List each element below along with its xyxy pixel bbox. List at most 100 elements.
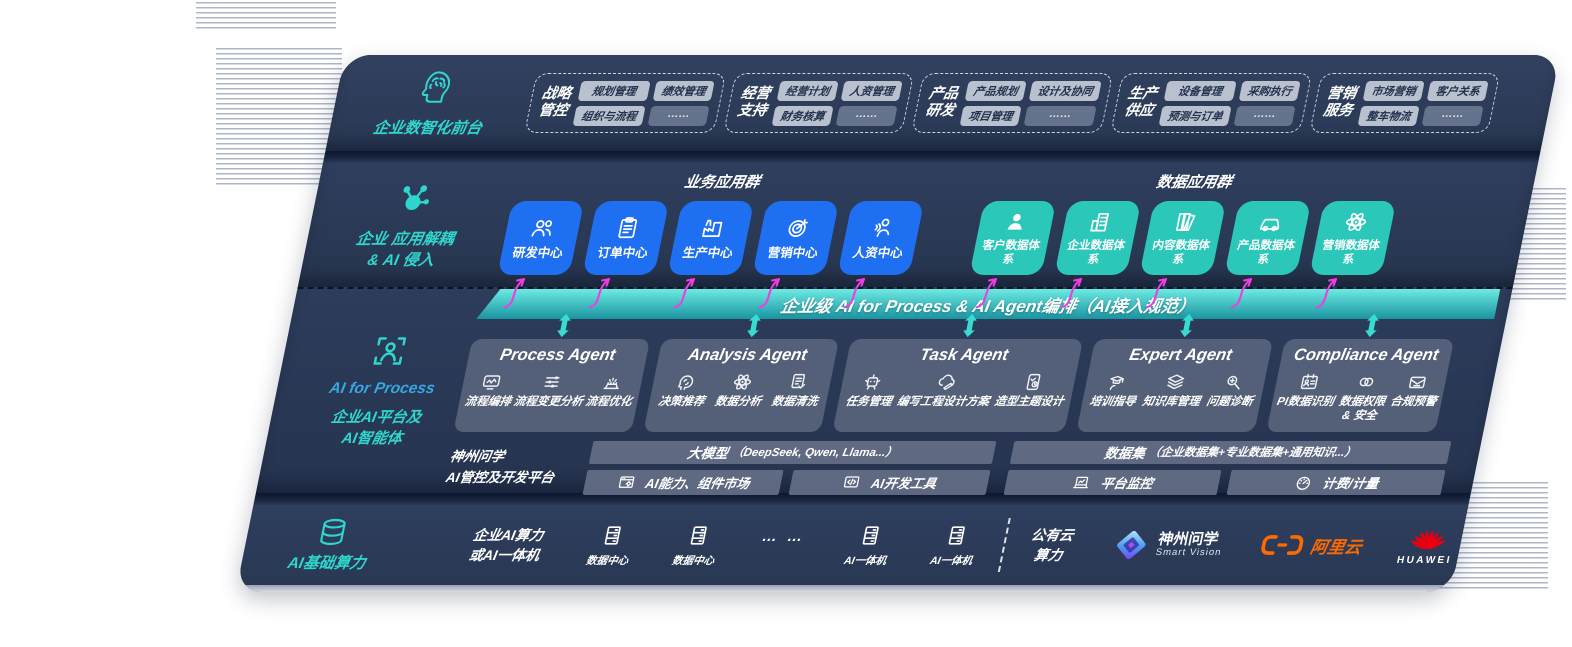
dataset-group-header: 数据集 （企业数据集+专业数据集+通用知识...） bbox=[1009, 440, 1452, 464]
agent-item: 流程变更分析 bbox=[512, 371, 589, 410]
agent-item-label: 造型主题设计 bbox=[993, 396, 1065, 408]
vendor-aliyun: 阿里云 bbox=[1258, 533, 1364, 558]
app-box-label: 订单中心 bbox=[596, 246, 650, 261]
molecule-icon bbox=[402, 185, 429, 211]
platform-label-line1: 神州问学 bbox=[448, 448, 506, 464]
front-office-group-title: 生产 供应 bbox=[1122, 85, 1159, 119]
front-office-pill: 项目管理 bbox=[959, 105, 1022, 126]
front-office-pills: 产品规划 设计及协同 项目管理…… bbox=[959, 80, 1102, 126]
public-cloud-label: 公有云 算力 bbox=[1025, 525, 1075, 566]
front-office-pill: 设计及协同 bbox=[1028, 80, 1102, 101]
front-office-pill: …… bbox=[1233, 105, 1296, 126]
agent-item: 合规预警 bbox=[1389, 371, 1443, 410]
agent-title: Process Agent bbox=[498, 346, 618, 364]
infra-node-label: AI一体机 bbox=[842, 554, 888, 567]
model-group-note: （DeepSeek, Qwen, Llama...） bbox=[730, 447, 899, 460]
server-icon bbox=[948, 525, 965, 545]
cloud-edit-icon bbox=[938, 374, 955, 391]
agent-items: 决策推荐 数据分析 数据清洗 bbox=[653, 371, 829, 410]
app-box: 生产中心 bbox=[667, 201, 755, 309]
smart-vision-logo-icon bbox=[1117, 530, 1146, 560]
front-office-pills: 经营计划 人资管理 财务核算…… bbox=[771, 80, 903, 126]
agent-title: Analysis Agent bbox=[686, 346, 809, 364]
front-office-group: 产品 研发 产品规划 设计及协同 项目管理…… bbox=[911, 73, 1114, 133]
server-icon bbox=[604, 525, 621, 545]
front-office-pill: 预测与订单 bbox=[1158, 105, 1232, 126]
front-office-pill: 规划管理 bbox=[577, 80, 651, 101]
infra-node-label: AI一体机 bbox=[928, 554, 974, 567]
database-icon bbox=[320, 518, 346, 545]
front-office-pill: 设备管理 bbox=[1163, 80, 1237, 101]
public-cloud-label-line1: 公有云 bbox=[1029, 526, 1076, 543]
ai-process-band: 企业级 AI for Process & AI Agent编排（AI接入规范） … bbox=[255, 287, 1513, 495]
flow-arrow-icon bbox=[588, 278, 611, 309]
agent-title: Task Agent bbox=[918, 346, 1010, 364]
app-box-label: 研发中心 bbox=[511, 246, 565, 261]
app-box-label: 人资中心 bbox=[851, 246, 905, 261]
app-decoupling-label-block: 企业 应用解耦 & AI 侵入 bbox=[298, 163, 518, 287]
decor-stripes-left bbox=[216, 48, 342, 188]
architecture-panel: 企业数智化前台 战略 管控 规划管理 绩效管理 组织与流程…… 经营 支持 经营计划 人资管… bbox=[235, 55, 1561, 592]
agent-item-label: 知识库管理 bbox=[1141, 396, 1202, 408]
capacity-label: 企业AI算力 或AI一体机 bbox=[467, 525, 545, 566]
business-app-row: 研发中心 订单中心 生产中心 营销中心 人资中心 bbox=[497, 201, 925, 309]
vendor-huawei: HUAWEI bbox=[1396, 525, 1459, 566]
dataset-group-note: （企业数据集+专业数据集+通用知识...） bbox=[1147, 447, 1358, 460]
agent-title: Expert Agent bbox=[1127, 346, 1234, 364]
app-box-label: 客户数据体系 bbox=[981, 240, 1042, 266]
knowledge-base-icon bbox=[1166, 374, 1184, 390]
flow-arrow-icon bbox=[673, 278, 696, 309]
front-office-pill: 财务核算 bbox=[771, 105, 834, 126]
agent-item-label: 任务管理 bbox=[844, 396, 893, 408]
car-icon bbox=[1259, 219, 1280, 232]
infra-node: 数据中心 bbox=[581, 523, 640, 568]
agent-item: 知识库管理 bbox=[1141, 371, 1206, 410]
front-office-pills: 规划管理 绩效管理 组织与流程…… bbox=[572, 80, 715, 126]
factory-icon bbox=[702, 220, 723, 238]
change-analysis-icon bbox=[544, 376, 560, 388]
smart-vision-name: 神州问学 bbox=[1156, 530, 1221, 548]
platform-label: 神州问学 AI管控及开发平台 bbox=[444, 447, 575, 489]
infra-node: AI一体机 bbox=[925, 523, 984, 568]
agent-card: Task Agent 任务管理 编写工程设计方案 造型主题设计 bbox=[832, 313, 1084, 432]
model-cells: AI能力、组件市场 AI开发工具 bbox=[582, 469, 991, 495]
dev-tools-icon bbox=[844, 475, 860, 488]
brain-head-icon bbox=[421, 71, 450, 104]
infrastructure-band: AI基础算力 企业AI算力 或AI一体机 数据中心 数据中心 … … AI一体机 AI一… bbox=[237, 505, 1469, 585]
updown-arrow-icon bbox=[746, 313, 761, 338]
business-app-group: 业务应用群 研发中心 订单中心 生产中心 营销中心 人资中心 bbox=[497, 171, 930, 309]
capacity-label-line1: 企业AI算力 bbox=[471, 526, 546, 543]
platform-cell: AI开发工具 bbox=[788, 469, 991, 495]
flow-arrow-icon bbox=[843, 278, 866, 309]
component-market-icon bbox=[618, 475, 635, 488]
infrastructure-nodes: 数据中心 数据中心 … … AI一体机 AI一体机 bbox=[581, 523, 984, 568]
front-office-label: 企业数智化前台 bbox=[371, 120, 484, 138]
agent-items: PI数据识别 数据权限 & 安全 合规预警 bbox=[1273, 371, 1443, 424]
platform-cell: 计费/计量 bbox=[1226, 469, 1446, 495]
front-office-pill: …… bbox=[835, 105, 898, 126]
app-decoupling-label-line1: 企业 应用解耦 bbox=[354, 231, 456, 249]
data-analysis-icon bbox=[733, 374, 751, 390]
server-icon bbox=[862, 525, 879, 545]
business-app-group-title: 业务应用群 bbox=[682, 174, 762, 191]
model-group-header: 大模型 （DeepSeek, Qwen, Llama...） bbox=[588, 440, 997, 464]
aliyun-logo-icon bbox=[1260, 535, 1303, 555]
updown-arrow-icon bbox=[963, 313, 977, 338]
team-icon bbox=[531, 220, 553, 237]
design-tablet-icon bbox=[1026, 373, 1041, 391]
front-office-pill: 经营计划 bbox=[776, 80, 839, 101]
pi-data-icon bbox=[1300, 373, 1319, 390]
flow-arrow-icon bbox=[503, 278, 526, 309]
front-office-pill: …… bbox=[1421, 105, 1484, 126]
platform-cell-label: 计费/计量 bbox=[1321, 475, 1380, 491]
updown-arrow-icon bbox=[1365, 313, 1380, 338]
front-office-pill: 采购执行 bbox=[1238, 80, 1301, 101]
capacity-label-line2: 或AI一体机 bbox=[467, 547, 541, 563]
data-app-group: 数据应用群 客户数据体系 企业数据体系 内容数据体系 产品数据体系 营销数据体系 bbox=[969, 171, 1402, 309]
updown-arrow-icon bbox=[1179, 313, 1194, 338]
huawei-logo-icon bbox=[1410, 529, 1447, 549]
monitoring-icon bbox=[1073, 476, 1089, 488]
agent-item: 决策推荐 bbox=[657, 371, 711, 410]
infra-node: 数据中心 bbox=[667, 523, 726, 568]
front-office-group-title: 战略 管控 bbox=[536, 85, 573, 119]
